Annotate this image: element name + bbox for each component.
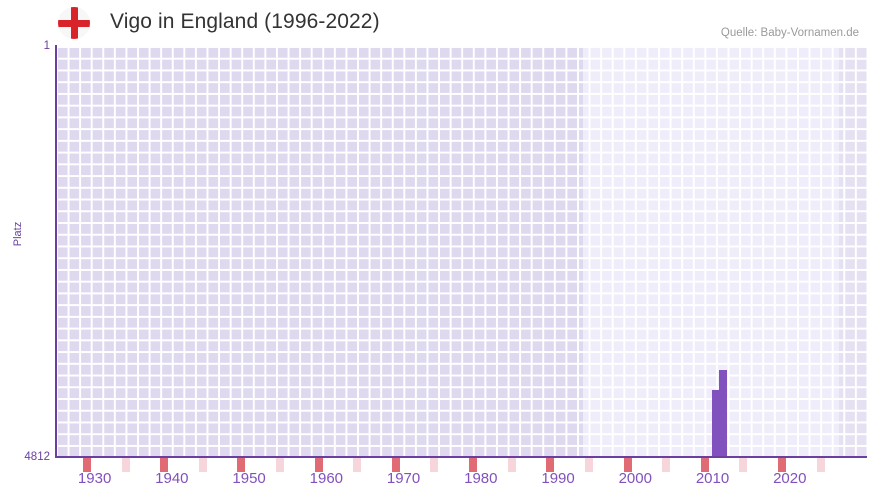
y-axis-tick-top: 1 [43, 40, 50, 52]
x-axis-tickmark [82, 458, 91, 472]
x-axis-label-1990: 1990 [541, 470, 575, 487]
x-axis-line [55, 456, 867, 458]
x-axis-tickmark [546, 458, 555, 472]
x-axis-tickmark [700, 458, 709, 472]
x-axis-tickmark [121, 458, 130, 472]
x-axis-tickmark [160, 458, 169, 472]
x-axis-tickmark [198, 458, 207, 472]
source-attribution: Quelle: Baby-Vornamen.de [720, 27, 859, 39]
plot-gridlines [56, 46, 867, 457]
y-axis-line [55, 45, 57, 458]
x-axis-tickmark [469, 458, 478, 472]
x-axis-label-1980: 1980 [464, 470, 498, 487]
x-axis-tickmark [353, 458, 362, 472]
y-axis-title: Platz [12, 221, 24, 247]
x-axis-label-1970: 1970 [386, 470, 421, 487]
x-axis-tickmark [739, 458, 748, 472]
page-title: Vigo in England (1996-2022) [110, 10, 380, 33]
x-axis-label-1950: 1950 [232, 470, 266, 487]
x-axis-label-1930: 1930 [77, 470, 112, 487]
chart-header: Vigo in England (1996-2022) Quelle: Baby… [0, 0, 873, 46]
x-axis-tickmark [816, 458, 825, 472]
x-axis-label-2000: 2000 [618, 470, 652, 487]
x-axis-tickmark [314, 458, 323, 472]
x-axis-tickmark [430, 458, 439, 472]
x-axis-label-2020: 2020 [773, 470, 807, 487]
x-axis-tickmark [623, 458, 632, 472]
england-flag-icon [58, 7, 90, 39]
x-axis-tickmark [584, 458, 593, 472]
plot-area [56, 46, 867, 457]
x-axis-tickmark [507, 458, 516, 472]
flag-cross-horizontal [58, 19, 90, 27]
x-axis-label-1940: 1940 [155, 470, 189, 487]
x-axis-tickmark [391, 458, 400, 472]
x-axis-label-2010: 2010 [695, 470, 730, 487]
x-axis-tickmark [662, 458, 671, 472]
x-axis-tickmark [237, 458, 246, 472]
y-axis-tick-bottom: 4812 [24, 451, 50, 463]
x-axis-tickmark [275, 458, 284, 472]
x-axis-tickmark [778, 458, 787, 472]
x-axis-label-1960: 1960 [309, 470, 344, 487]
